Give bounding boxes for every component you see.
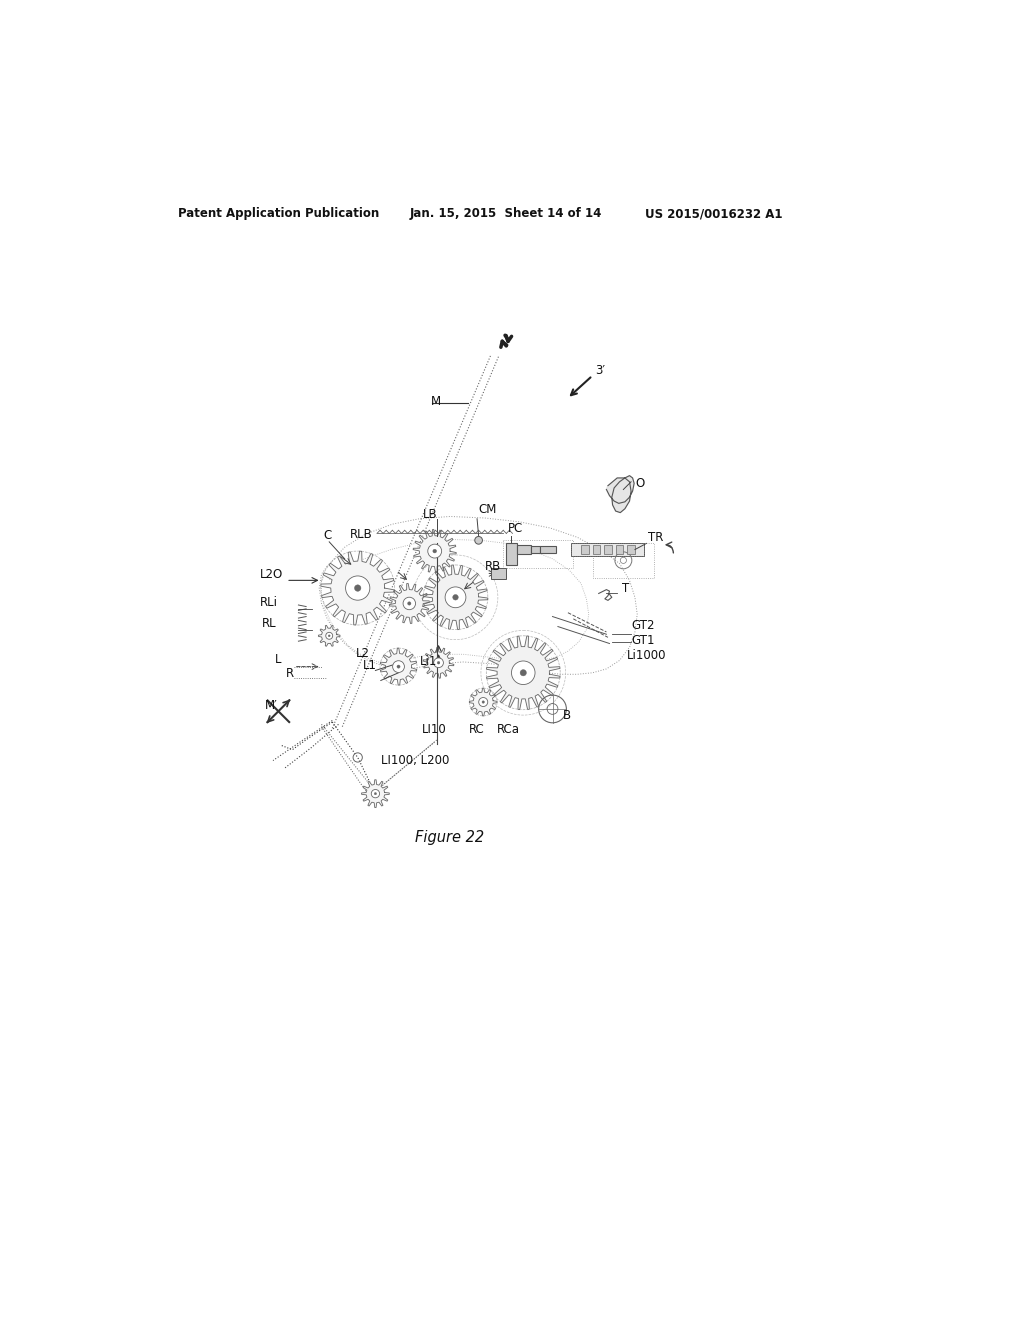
Circle shape (392, 661, 404, 672)
Text: Patent Application Publication: Patent Application Publication (178, 207, 380, 220)
Circle shape (428, 544, 441, 558)
Text: RB: RB (484, 560, 501, 573)
Polygon shape (380, 648, 417, 685)
Circle shape (329, 635, 330, 636)
Polygon shape (318, 626, 340, 647)
Text: Jan. 15, 2015  Sheet 14 of 14: Jan. 15, 2015 Sheet 14 of 14 (410, 207, 602, 220)
Bar (503, 540, 572, 568)
Text: RL: RL (261, 616, 276, 630)
Text: L2: L2 (355, 647, 370, 660)
Text: M: M (431, 395, 441, 408)
Polygon shape (606, 475, 634, 512)
Text: T: T (622, 582, 629, 594)
Circle shape (445, 587, 466, 607)
Circle shape (437, 661, 440, 664)
Text: L: L (275, 653, 282, 667)
Circle shape (478, 697, 487, 706)
Text: Figure 22: Figure 22 (416, 830, 484, 845)
Text: GT2: GT2 (631, 619, 654, 631)
Text: B: B (563, 709, 571, 722)
Text: PC: PC (508, 523, 523, 536)
Text: TR: TR (648, 531, 664, 544)
Text: 3′: 3′ (596, 364, 605, 378)
Text: RCa: RCa (497, 723, 520, 737)
Bar (541, 546, 556, 553)
Text: RC: RC (469, 723, 485, 737)
Circle shape (403, 597, 416, 610)
Circle shape (372, 789, 380, 797)
Text: CM: CM (478, 503, 497, 516)
Polygon shape (361, 780, 389, 808)
Polygon shape (389, 583, 429, 623)
Polygon shape (469, 688, 497, 715)
Circle shape (475, 536, 482, 544)
Circle shape (375, 792, 377, 795)
Text: O: O (635, 477, 644, 490)
Circle shape (453, 594, 459, 601)
Bar (604, 545, 611, 554)
FancyBboxPatch shape (571, 544, 644, 556)
Text: L1: L1 (364, 659, 377, 672)
Text: US 2015/0016232 A1: US 2015/0016232 A1 (645, 207, 782, 220)
Bar (571, 544, 644, 556)
Circle shape (354, 585, 360, 591)
Bar (581, 545, 589, 554)
Bar (506, 544, 517, 565)
Circle shape (345, 576, 370, 601)
Bar (615, 545, 624, 554)
Bar (628, 545, 635, 554)
Circle shape (482, 701, 484, 704)
Bar (531, 546, 541, 553)
Bar (517, 545, 531, 554)
Circle shape (397, 665, 400, 668)
Circle shape (520, 669, 526, 676)
Text: C: C (323, 529, 332, 543)
Circle shape (434, 657, 443, 668)
Text: R: R (286, 667, 294, 680)
Text: M′: M′ (265, 698, 279, 711)
Bar (593, 544, 654, 578)
Polygon shape (486, 636, 560, 710)
Polygon shape (423, 565, 487, 630)
Circle shape (408, 602, 411, 605)
Text: LB: LB (423, 508, 438, 520)
Text: GT1: GT1 (631, 634, 654, 647)
Text: Li1: Li1 (420, 655, 437, 668)
Bar (490, 568, 506, 578)
Text: L2O: L2O (260, 568, 284, 581)
Polygon shape (321, 552, 394, 624)
Text: RLB: RLB (350, 528, 373, 541)
Text: LI10: LI10 (422, 723, 446, 737)
Circle shape (433, 549, 436, 553)
Polygon shape (423, 647, 454, 678)
Circle shape (511, 661, 536, 685)
Text: Li1000: Li1000 (628, 648, 667, 661)
Polygon shape (414, 529, 457, 573)
Text: RLi: RLi (260, 597, 278, 610)
Circle shape (326, 632, 333, 639)
Bar (593, 545, 600, 554)
Text: LI100, L200: LI100, L200 (381, 754, 450, 767)
